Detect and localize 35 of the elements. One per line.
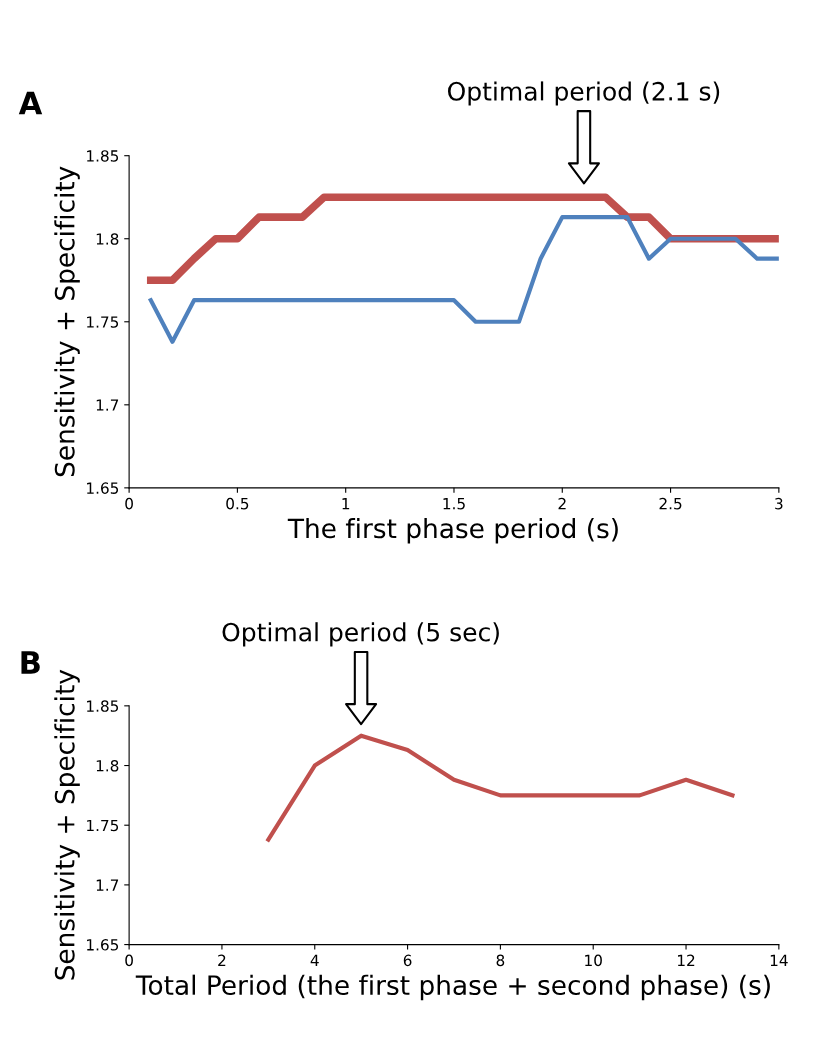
- y-tick-label: 1.7: [96, 879, 119, 891]
- y-tick-label: 1.85: [87, 700, 119, 712]
- y-tick-label: 1.7: [96, 399, 119, 411]
- x-tick-label: 8: [496, 954, 505, 967]
- chart-title: B: [21, 651, 40, 674]
- y-tick-label: 1.8: [96, 233, 119, 245]
- x-tick-label: 2: [558, 497, 566, 510]
- x-axis-title: Total Period (the first phase + second phase) (s): [135, 974, 770, 1001]
- x-tick-label: 0.5: [226, 497, 249, 510]
- x-tick-label: 4: [310, 954, 319, 966]
- x-tick-label: 1: [342, 498, 350, 510]
- x-tick-label: 0: [125, 497, 133, 510]
- x-tick-label: 2: [218, 954, 226, 966]
- x-tick-label: 12: [677, 954, 695, 966]
- x-tick-label: 0: [125, 954, 133, 967]
- x-tick-label: 6: [403, 954, 412, 967]
- x-tick-label: 2.5: [659, 497, 682, 510]
- y-axis-title: Sensitivity + Specificity: [54, 669, 80, 980]
- chart-title: A: [18, 91, 43, 115]
- x-tick-label: 1.5: [443, 498, 465, 510]
- y-tick-label: 1.65: [87, 939, 119, 951]
- x-axis-title: The first phase period (s): [287, 517, 618, 544]
- x-tick-label: 10: [585, 954, 602, 967]
- text: Optimal period (5 sec): [222, 622, 499, 647]
- y-tick-label: 1.85: [87, 150, 119, 162]
- line-series: [266, 733, 735, 842]
- y-tick-label: 1.75: [87, 316, 119, 328]
- x-tick-label: 14: [770, 954, 788, 966]
- y-tick-label: 1.75: [87, 819, 119, 832]
- y-tick-label: 1.65: [87, 482, 119, 494]
- x-tick-label: 3: [775, 497, 783, 510]
- y-axis-title: Sensitivity + Specificity: [54, 166, 80, 477]
- text: Optimal period (2.1 s): [447, 81, 720, 106]
- line-series: [148, 215, 779, 344]
- y-tick-label: 1.8: [96, 759, 119, 772]
